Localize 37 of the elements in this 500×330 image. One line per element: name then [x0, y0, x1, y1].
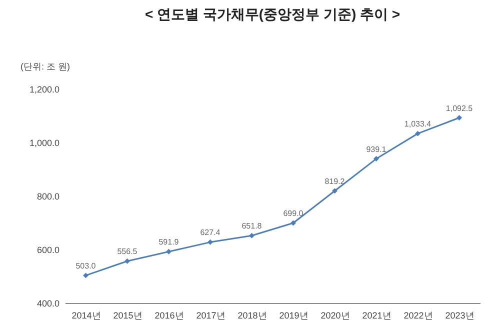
chart-title: < 연도별 국가채무(중앙정부 기준) 추이 > — [144, 6, 400, 22]
point — [208, 239, 213, 245]
x-tick-label: 2018년 — [238, 310, 267, 320]
y-tick-label: 1,000.0 — [29, 138, 60, 148]
text: 699.0 — [283, 209, 304, 218]
text: 1,092.5 — [446, 104, 473, 113]
text: 819.2 — [324, 176, 345, 186]
point — [332, 188, 338, 194]
point — [415, 130, 420, 136]
text: 503.0 — [76, 261, 96, 270]
point — [124, 258, 130, 264]
x-tick-label: 2021년 — [362, 310, 392, 320]
text: 627.4 — [200, 228, 220, 238]
text: 1,033.4 — [404, 120, 432, 129]
point — [249, 232, 254, 238]
x-tick-label: 2017년 — [196, 310, 226, 320]
point — [83, 272, 88, 278]
y-tick-label: 800.0 — [36, 192, 60, 202]
point — [456, 115, 462, 120]
y-axis-title: (단위: 조 원) — [20, 62, 70, 72]
text: 556.5 — [117, 247, 138, 256]
y-tick-label: 600.0 — [36, 245, 60, 255]
point — [374, 156, 379, 162]
point — [290, 220, 296, 226]
x-tick-label: 2014년 — [72, 310, 101, 320]
y-tick-label: 400.0 — [36, 298, 60, 308]
x-tick-label: 2016년 — [154, 310, 184, 320]
point — [166, 248, 172, 254]
x-tick-label: 2022년 — [404, 310, 433, 320]
x-tick-label: 2019년 — [279, 310, 308, 320]
text: 651.8 — [242, 222, 262, 231]
text: 591.9 — [158, 238, 179, 247]
text: 939.1 — [366, 144, 386, 154]
x-tick-label: 2020년 — [320, 310, 350, 320]
y-tick-label: 1,200.0 — [29, 84, 60, 94]
x-tick-label: 2015년 — [113, 310, 142, 320]
x-tick-label: 2023년 — [445, 310, 474, 320]
